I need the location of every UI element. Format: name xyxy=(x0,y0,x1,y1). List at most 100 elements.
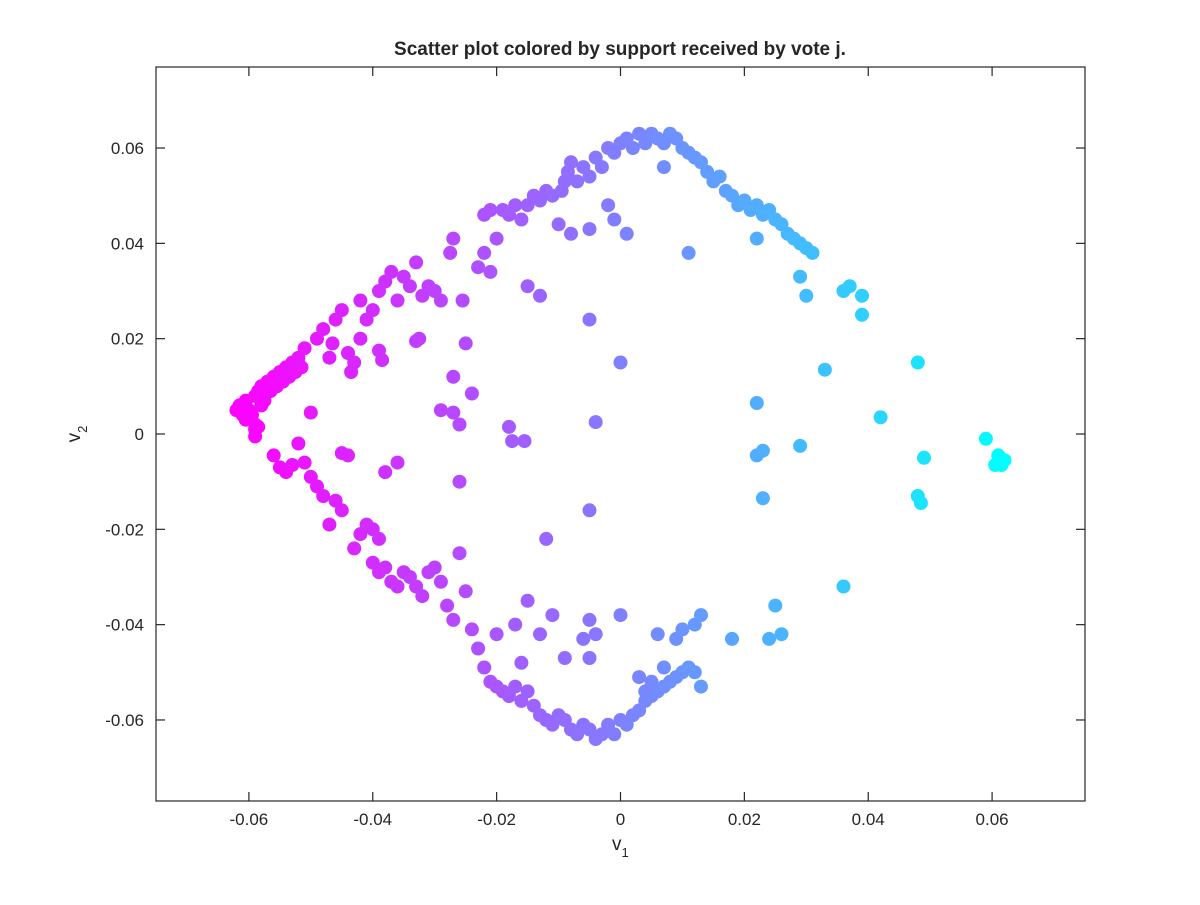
data-point-269 xyxy=(390,455,405,470)
data-point-133 xyxy=(619,226,634,241)
data-point-175 xyxy=(322,517,337,532)
data-point-60 xyxy=(446,231,461,246)
data-point-247 xyxy=(613,608,628,623)
data-point-256 xyxy=(768,598,783,613)
data-point-237 xyxy=(694,679,708,694)
data-point-268 xyxy=(334,446,349,461)
data-point-246 xyxy=(582,612,597,627)
data-point-161 xyxy=(793,438,808,453)
x-tick-label-1: -0.04 xyxy=(353,810,392,829)
data-point-59 xyxy=(443,245,458,260)
data-point-158 xyxy=(917,450,931,465)
data-point-85 xyxy=(582,169,597,184)
data-point-196 xyxy=(440,598,455,613)
data-point-188 xyxy=(390,579,405,594)
data-point-146 xyxy=(505,434,520,449)
data-point-202 xyxy=(477,660,492,675)
data-point-199 xyxy=(458,584,473,599)
data-point-122 xyxy=(793,269,808,284)
data-point-254 xyxy=(762,631,777,646)
data-point-160 xyxy=(913,496,928,511)
y-axis: -0.06 -0.04 -0.02 0 0.02 0.04 0.06 xyxy=(105,139,1085,730)
data-point-144 xyxy=(452,417,467,432)
data-point-126 xyxy=(855,288,869,303)
data-point-197 xyxy=(446,612,461,627)
data-point-164 xyxy=(755,491,770,506)
data-point-106 xyxy=(712,169,727,184)
data-point-153 xyxy=(978,431,993,446)
data-point-33 xyxy=(322,350,337,365)
data-point-259 xyxy=(533,627,547,642)
data-point-69 xyxy=(483,203,498,217)
y-axis-label: v2 xyxy=(64,426,90,443)
y-tick-label-2: -0.02 xyxy=(105,520,144,539)
data-point-46 xyxy=(375,353,390,368)
data-point-67 xyxy=(489,231,504,246)
data-point-41 xyxy=(353,293,368,308)
data-point-177 xyxy=(334,503,349,518)
data-point-125 xyxy=(842,279,857,294)
data-point-136 xyxy=(551,217,566,232)
data-point-255 xyxy=(774,627,789,642)
data-point-207 xyxy=(508,679,523,694)
x-tick-label-2: -0.02 xyxy=(477,810,516,829)
data-point-64 xyxy=(471,260,486,275)
data-point-183 xyxy=(372,531,386,546)
data-point-200 xyxy=(464,622,479,637)
data-point-40 xyxy=(353,331,368,346)
data-point-195 xyxy=(433,574,448,589)
data-point-243 xyxy=(557,651,572,665)
data-point-192 xyxy=(415,589,430,604)
data-point-150 xyxy=(817,362,832,377)
data-point-123 xyxy=(799,288,814,303)
data-point-236 xyxy=(687,665,702,680)
data-point-34 xyxy=(325,336,340,351)
data-point-166 xyxy=(266,448,281,463)
y-tick-label-5: 0.04 xyxy=(111,234,144,253)
data-point-140 xyxy=(613,355,628,370)
data-point-223 xyxy=(607,727,622,742)
data-point-163 xyxy=(749,448,764,463)
data-point-147 xyxy=(517,434,532,449)
data-point-63 xyxy=(464,386,479,401)
data-point-264 xyxy=(539,531,554,546)
data-point-194 xyxy=(427,560,442,575)
points-layer xyxy=(229,126,1012,746)
data-point-131 xyxy=(601,198,616,213)
data-point-149 xyxy=(749,396,764,410)
data-point-170 xyxy=(291,436,306,451)
data-point-72 xyxy=(508,198,523,213)
data-point-261 xyxy=(508,617,523,632)
data-point-58 xyxy=(433,293,448,308)
data-point-260 xyxy=(520,593,535,608)
data-point-171 xyxy=(297,455,312,470)
data-point-43 xyxy=(365,303,380,318)
data-point-240 xyxy=(656,660,671,675)
data-point-127 xyxy=(855,307,869,322)
x-tick-label-4: 0.02 xyxy=(728,810,761,829)
data-point-132 xyxy=(607,212,622,227)
data-point-54 xyxy=(412,331,427,346)
data-point-121 xyxy=(805,245,820,260)
data-point-152 xyxy=(910,355,925,370)
data-point-92 xyxy=(625,141,640,155)
data-point-241 xyxy=(638,684,653,699)
data-point-253 xyxy=(725,631,739,646)
chart-title: Scatter plot colored by support received… xyxy=(394,39,846,60)
data-point-250 xyxy=(675,622,690,637)
data-point-25 xyxy=(297,341,312,356)
data-point-257 xyxy=(836,579,851,594)
data-point-29 xyxy=(257,386,272,401)
data-point-73 xyxy=(514,212,529,227)
data-point-263 xyxy=(489,627,504,642)
data-point-157 xyxy=(988,458,1003,472)
data-point-148 xyxy=(588,415,603,430)
data-point-129 xyxy=(681,245,696,260)
data-point-267 xyxy=(378,465,393,480)
data-point-143 xyxy=(446,405,461,420)
data-point-49 xyxy=(390,293,405,308)
data-point-179 xyxy=(347,541,362,556)
data-point-48 xyxy=(384,264,399,279)
